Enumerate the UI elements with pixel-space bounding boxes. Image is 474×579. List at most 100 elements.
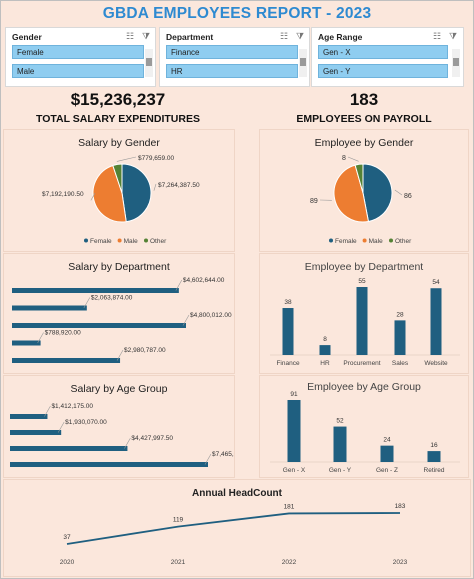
chart-title: Employee by Age Group xyxy=(307,381,421,393)
data-label: $4,602,644.00 xyxy=(183,277,225,284)
data-label: $779,659.00 xyxy=(138,155,175,162)
scrollbar-thumb[interactable] xyxy=(300,58,306,66)
slicer-item-finance[interactable]: Finance xyxy=(166,45,298,59)
legend-marker-male xyxy=(362,238,367,243)
kpi-total-salary-value: $15,236,237 xyxy=(70,90,166,109)
slicer-age-range[interactable]: Age Range ☷ ⧩ Gen - X Gen - Y xyxy=(311,27,464,87)
bar xyxy=(427,451,441,462)
tick-label: Sales xyxy=(392,360,409,367)
multi-select-icon[interactable]: ☷ xyxy=(126,31,135,41)
data-label: $4,427,997.50 xyxy=(131,435,173,442)
slicer-item-female[interactable]: Female xyxy=(12,45,144,59)
data-label: $7,465,994.00 xyxy=(212,451,234,458)
legend-label: Other xyxy=(150,238,167,245)
slicer-item-male[interactable]: Male xyxy=(12,64,144,78)
leader-line xyxy=(37,332,44,344)
data-label: 55 xyxy=(358,278,366,285)
data-label: 181 xyxy=(284,503,295,510)
clear-filter-icon[interactable]: ⧩ xyxy=(449,31,458,41)
tick-label: Finance xyxy=(276,360,300,367)
data-label: 52 xyxy=(336,418,344,425)
leader-line xyxy=(204,453,212,465)
slicer-department[interactable]: Department ☷ ⧩ Finance HR xyxy=(159,27,310,87)
slicer-scrollbar[interactable] xyxy=(299,49,307,77)
slicer-scrollbar[interactable] xyxy=(452,49,460,77)
data-label: $2,063,874.00 xyxy=(91,295,133,302)
salary-age-bar-chart: $1,412,175.00 $1,930,070.00 $4,427,997.50 $… xyxy=(10,403,234,467)
bar xyxy=(356,287,368,355)
slicer-gender[interactable]: Gender ☷ ⧩ Female Male xyxy=(5,27,156,87)
slicer-item-gen-y[interactable]: Gen - Y xyxy=(318,64,448,78)
bar xyxy=(12,288,179,293)
employee-department-bar-chart: 38 Finance 8 HR 55 Procurement 28 Sales 54 Websit… xyxy=(270,278,460,367)
clear-filter-icon[interactable]: ⧩ xyxy=(142,31,151,41)
bar xyxy=(10,414,48,419)
multi-select-icon[interactable]: ☷ xyxy=(433,31,442,41)
leader-line xyxy=(182,314,190,326)
leader-line xyxy=(116,156,137,162)
bar xyxy=(380,445,394,462)
legend-marker-other xyxy=(144,238,148,243)
data-label: 37 xyxy=(63,534,71,541)
report-title: GBDA EMPLOYEES REPORT - 2023 xyxy=(102,5,372,22)
employee-gender-pie-chart: 86 89 8 Female Male Other xyxy=(310,155,412,245)
leader-line xyxy=(153,183,157,191)
pie-slice-other xyxy=(112,163,123,194)
multi-select-icon[interactable]: ☷ xyxy=(280,31,289,41)
data-label: $1,412,175.00 xyxy=(51,403,93,410)
data-label: 38 xyxy=(284,299,292,306)
data-label: 8 xyxy=(323,336,327,343)
data-label: $1,930,070.00 xyxy=(65,419,107,426)
leader-line xyxy=(116,349,124,361)
data-label: $788,920.00 xyxy=(45,330,82,337)
chart-title: Employee by Gender xyxy=(314,137,414,149)
bar xyxy=(394,320,406,355)
chart-title: Annual HeadCount xyxy=(192,488,282,499)
kpi-employees-label: EMPLOYEES ON PAYROLL xyxy=(296,113,432,125)
data-label: 119 xyxy=(173,517,184,524)
pie-slice-other xyxy=(354,163,364,194)
bar xyxy=(12,323,186,328)
chart-title: Salary by Age Group xyxy=(70,383,168,395)
panel-salary-by-age-group: Salary by Age Group $1,412,175.00 $1,930,… xyxy=(3,375,235,478)
leader-line xyxy=(394,189,403,196)
annual-headcount-line-chart: 37 2020 119 2021 181 2022 183 2023 xyxy=(60,503,408,566)
pie-slice-male xyxy=(333,164,370,223)
data-label: 24 xyxy=(383,437,391,444)
bar xyxy=(10,446,128,451)
bar xyxy=(319,345,331,355)
chart-title: Salary by Department xyxy=(68,261,170,273)
data-label: $2,980,787.00 xyxy=(124,347,166,354)
tick-label: HR xyxy=(320,360,330,367)
leader-line xyxy=(44,405,51,417)
headcount-line xyxy=(66,512,401,545)
slicer-header: Age Range xyxy=(318,32,363,42)
leader-line xyxy=(57,421,65,433)
clear-filter-icon[interactable]: ⧩ xyxy=(296,31,305,41)
salary-department-bar-chart: $4,602,644.00 $2,063,874.00 $4,800,012.00 $… xyxy=(12,277,232,363)
data-label: $4,800,012.00 xyxy=(190,312,232,319)
data-label: 89 xyxy=(310,198,318,205)
legend-marker-female xyxy=(84,238,88,243)
data-label: $7,264,387.50 xyxy=(158,182,200,189)
leader-line xyxy=(347,156,359,162)
tick-label: Retired xyxy=(424,467,445,474)
data-label: 54 xyxy=(432,279,440,286)
panel-salary-by-department: Salary by Department $4,602,644.00 $2,063… xyxy=(3,253,235,374)
scrollbar-thumb[interactable] xyxy=(453,58,459,66)
legend-marker-male xyxy=(117,238,122,243)
bar xyxy=(12,340,41,346)
employee-age-bar-chart: 91 Gen - X 52 Gen - Y 24 Gen - Z 16 Retired xyxy=(270,391,460,474)
slicer-scrollbar[interactable] xyxy=(145,49,153,77)
salary-gender-pie-chart: $7,264,387.50 $7,192,190.50 $779,659.00 Fem… xyxy=(42,155,200,245)
chart-title: Salary by Gender xyxy=(78,137,160,149)
slicer-item-hr[interactable]: HR xyxy=(166,64,298,78)
kpi-employees-value: 183 xyxy=(349,90,379,109)
panel-salary-by-gender: Salary by Gender $7,264,387.50 $7,192,190… xyxy=(3,129,235,252)
data-label: 8 xyxy=(342,155,346,162)
legend-label: Other xyxy=(395,238,412,245)
bar xyxy=(287,400,301,462)
pie-slice-female xyxy=(362,163,393,223)
scrollbar-thumb[interactable] xyxy=(146,58,152,66)
slicer-item-gen-x[interactable]: Gen - X xyxy=(318,45,448,59)
